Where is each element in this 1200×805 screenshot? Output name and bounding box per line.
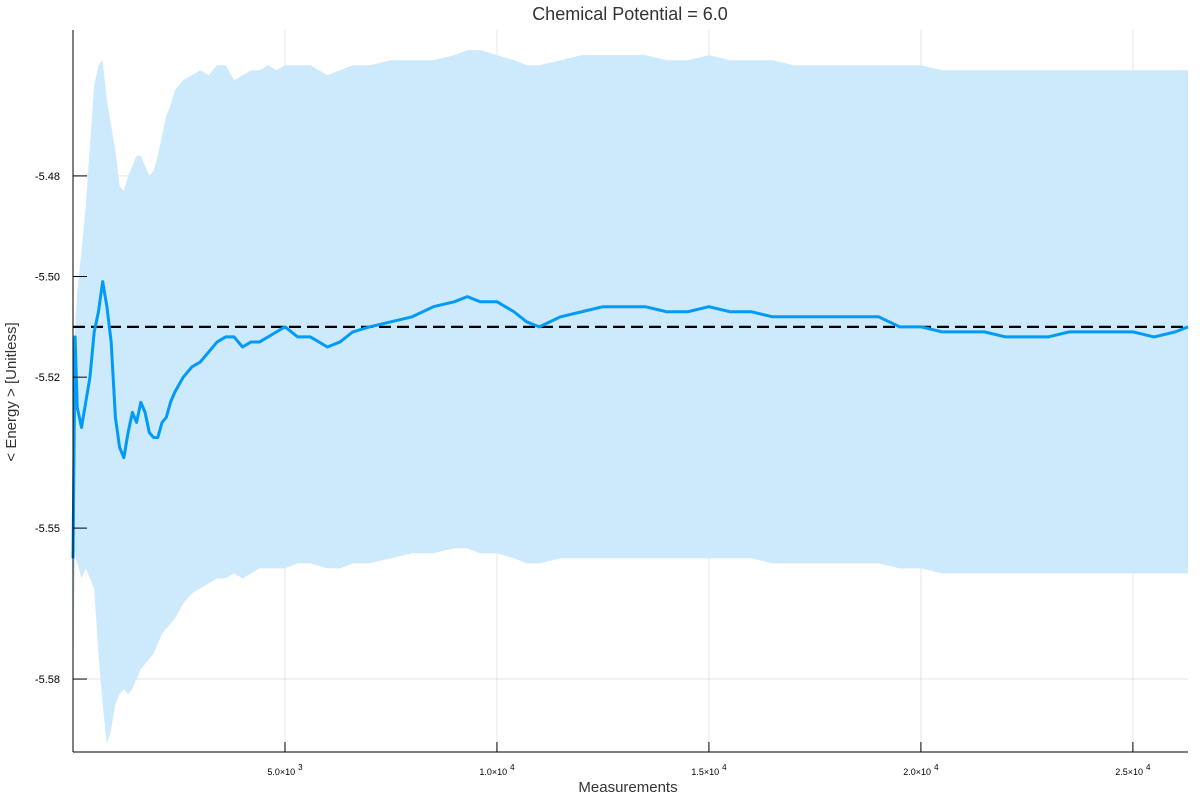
axes (72, 30, 1188, 753)
x-tick-label: 1.5×10 4 (691, 763, 727, 777)
y-tick-label: -5.55 (35, 523, 60, 535)
x-tick-label: 2.5×10 4 (1115, 763, 1151, 777)
y-tick-label: -5.48 (35, 171, 60, 183)
y-tick-label: -5.50 (35, 272, 60, 284)
confidence-band-area (73, 50, 1188, 745)
chart-title: Chemical Potential = 6.0 (532, 4, 728, 24)
series-line-group (71, 280, 1189, 559)
confidence-band (73, 50, 1188, 745)
x-tick-label: 5.0×10 3 (267, 763, 303, 777)
x-axis-label: Measurements (578, 779, 677, 796)
tick-labels: -5.48 -5.50 -5.52 -5.55 -5.58 5.0×10 3 1.0×10 4 1… (35, 171, 1151, 777)
series-line (71, 280, 1189, 559)
y-tick-label: -5.58 (35, 674, 60, 686)
y-axis-label: < Energy > [Unitless] (3, 322, 20, 461)
x-tick-label: 2.0×10 4 (903, 763, 939, 777)
x-tick-label: 1.0×10 4 (479, 763, 515, 777)
y-tick-label: -5.52 (35, 372, 60, 384)
